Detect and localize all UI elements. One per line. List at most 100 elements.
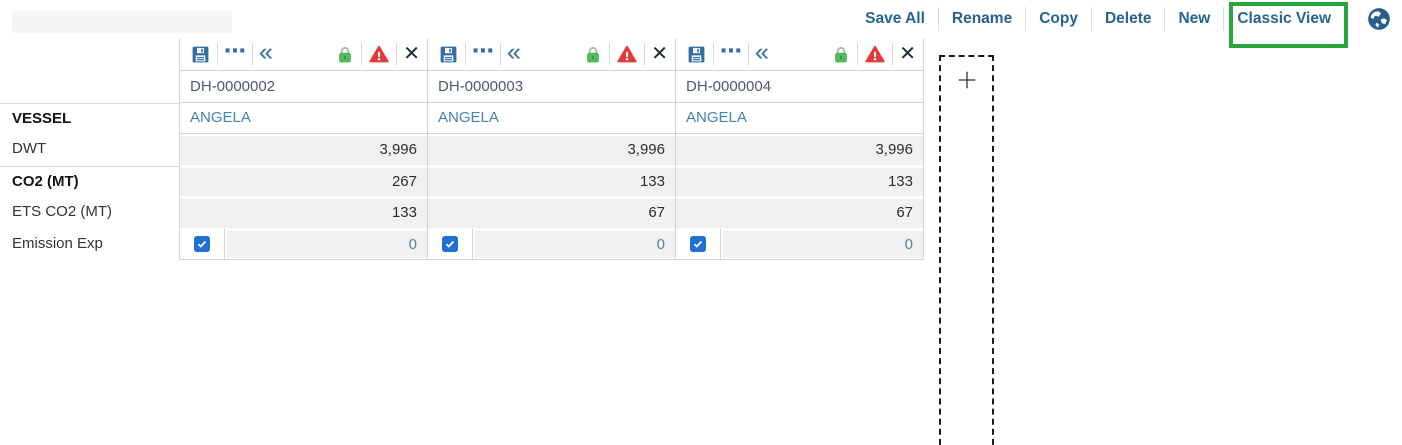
table-row: 133 bbox=[428, 166, 675, 197]
divider bbox=[609, 43, 611, 65]
table-row: 3,996 bbox=[676, 134, 923, 166]
table-row: 0 bbox=[676, 229, 923, 259]
divider bbox=[1025, 7, 1027, 31]
warning-icon[interactable] bbox=[864, 44, 886, 65]
emission-exp-checkbox[interactable] bbox=[428, 229, 473, 259]
ets-co2-value-cell[interactable]: 67 bbox=[428, 199, 675, 228]
dwt-value-cell[interactable]: 3,996 bbox=[428, 136, 675, 165]
table-row: 0 bbox=[180, 229, 427, 259]
column-toolbar: ⋯ « ✕ bbox=[676, 38, 923, 71]
rename-button[interactable]: Rename bbox=[951, 10, 1013, 27]
new-button[interactable]: New bbox=[1178, 10, 1211, 27]
estimate-id-cell[interactable]: DH-0000003 bbox=[428, 71, 675, 103]
emission-exp-checkbox[interactable] bbox=[180, 229, 225, 259]
dwt-value-cell[interactable]: 3,996 bbox=[676, 136, 923, 165]
divider bbox=[217, 43, 218, 65]
collapse-column-icon[interactable]: « bbox=[755, 38, 769, 66]
save-all-button[interactable]: Save All bbox=[865, 10, 925, 27]
more-options-icon[interactable]: ⋯ bbox=[224, 38, 246, 63]
save-icon[interactable] bbox=[190, 44, 211, 65]
divider bbox=[713, 43, 714, 65]
title-input[interactable] bbox=[12, 11, 232, 33]
row-label-vessel: VESSEL bbox=[0, 103, 179, 134]
classic-view-label: Classic View bbox=[1237, 10, 1331, 27]
vessel-value-cell[interactable]: ANGELA bbox=[428, 103, 675, 134]
top-toolbar: Save All Rename Copy Delete New Classic … bbox=[0, 0, 1402, 48]
ets-co2-value-cell[interactable]: 133 bbox=[180, 199, 427, 228]
divider bbox=[644, 43, 646, 65]
collapse-column-icon[interactable]: « bbox=[259, 38, 273, 66]
divider bbox=[1164, 7, 1166, 31]
cell-wrap: 0 bbox=[721, 229, 923, 259]
lock-icon[interactable] bbox=[335, 44, 355, 65]
divider bbox=[892, 43, 894, 65]
dwt-value-cell[interactable]: 3,996 bbox=[180, 136, 427, 165]
table-row: 133 bbox=[676, 166, 923, 197]
checked-checkbox-icon bbox=[690, 236, 706, 252]
add-column-dropzone[interactable] bbox=[939, 55, 994, 445]
warning-icon[interactable] bbox=[368, 44, 390, 65]
divider bbox=[937, 7, 939, 31]
row-label-emission-exp: Emission Exp bbox=[12, 235, 103, 252]
divider bbox=[857, 43, 859, 65]
table-row: 0 bbox=[428, 229, 675, 259]
vessel-value-cell[interactable]: ANGELA bbox=[180, 103, 427, 134]
lock-icon[interactable] bbox=[583, 44, 603, 65]
close-column-icon[interactable]: ✕ bbox=[899, 43, 916, 65]
emission-exp-value-cell[interactable]: 0 bbox=[475, 231, 675, 258]
save-icon[interactable] bbox=[686, 44, 707, 65]
column-toolbar: ⋯ « ✕ bbox=[180, 38, 427, 71]
copy-button[interactable]: Copy bbox=[1039, 10, 1078, 27]
close-column-icon[interactable]: ✕ bbox=[651, 43, 668, 65]
table-row: 3,996 bbox=[428, 134, 675, 166]
estimate-column: ⋯ « ✕ DH-0000002 ANGELA 3,996 267 133 bbox=[179, 38, 427, 260]
divider bbox=[465, 43, 466, 65]
table-row: 67 bbox=[428, 197, 675, 229]
divider bbox=[500, 43, 501, 65]
row-label-column: VESSEL DWT CO2 (MT) ETS CO2 (MT) Emissio… bbox=[0, 38, 179, 260]
emission-exp-value-cell[interactable]: 0 bbox=[723, 231, 923, 258]
emission-exp-checkbox[interactable] bbox=[676, 229, 721, 259]
table-row: 133 bbox=[180, 197, 427, 229]
cell-wrap: 0 bbox=[473, 229, 675, 259]
more-options-icon[interactable]: ⋯ bbox=[720, 38, 742, 63]
save-icon[interactable] bbox=[438, 44, 459, 65]
more-options-icon[interactable]: ⋯ bbox=[472, 38, 494, 63]
estimate-column: ⋯ « ✕ DH-0000003 ANGELA 3,996 133 67 bbox=[427, 38, 675, 260]
close-column-icon[interactable]: ✕ bbox=[403, 43, 420, 65]
label-column-spacer bbox=[0, 38, 179, 103]
collapse-column-icon[interactable]: « bbox=[507, 38, 521, 66]
delete-button[interactable]: Delete bbox=[1104, 10, 1152, 27]
vessel-value-cell[interactable]: ANGELA bbox=[676, 103, 923, 134]
estimate-column: ⋯ « ✕ DH-0000004 ANGELA 3,996 133 67 bbox=[675, 38, 923, 260]
cell-wrap: 0 bbox=[225, 229, 427, 259]
table-row: 67 bbox=[676, 197, 923, 229]
divider bbox=[748, 43, 749, 65]
divider bbox=[1090, 7, 1092, 31]
divider bbox=[396, 43, 398, 65]
table-row: 3,996 bbox=[180, 134, 427, 166]
ets-co2-value-cell[interactable]: 67 bbox=[676, 199, 923, 228]
divider bbox=[1223, 7, 1225, 31]
emission-exp-value-cell[interactable]: 0 bbox=[227, 231, 427, 258]
co2-value-cell[interactable]: 267 bbox=[180, 168, 427, 196]
co2-value-cell[interactable]: 133 bbox=[428, 168, 675, 196]
plus-icon bbox=[941, 69, 992, 91]
row-label-co2: CO2 (MT) bbox=[0, 166, 179, 197]
divider bbox=[252, 43, 253, 65]
estimate-id-cell[interactable]: DH-0000002 bbox=[180, 71, 427, 103]
column-toolbar: ⋯ « ✕ bbox=[428, 38, 675, 71]
checked-checkbox-icon bbox=[194, 236, 210, 252]
estimate-columns: ⋯ « ✕ DH-0000002 ANGELA 3,996 267 133 bbox=[179, 38, 924, 260]
row-label-ets-co2: ETS CO2 (MT) bbox=[12, 203, 112, 220]
lock-icon[interactable] bbox=[831, 44, 851, 65]
globe-icon[interactable] bbox=[1366, 6, 1392, 32]
co2-value-cell[interactable]: 133 bbox=[676, 168, 923, 196]
divider bbox=[361, 43, 363, 65]
warning-icon[interactable] bbox=[616, 44, 638, 65]
classic-view-button[interactable]: Classic View bbox=[1224, 2, 1348, 48]
checked-checkbox-icon bbox=[442, 236, 458, 252]
estimate-id-cell[interactable]: DH-0000004 bbox=[676, 71, 923, 103]
row-label-dwt: DWT bbox=[12, 140, 47, 157]
toolbar-actions: Save All Rename Copy Delete New Classic … bbox=[852, 0, 1392, 48]
